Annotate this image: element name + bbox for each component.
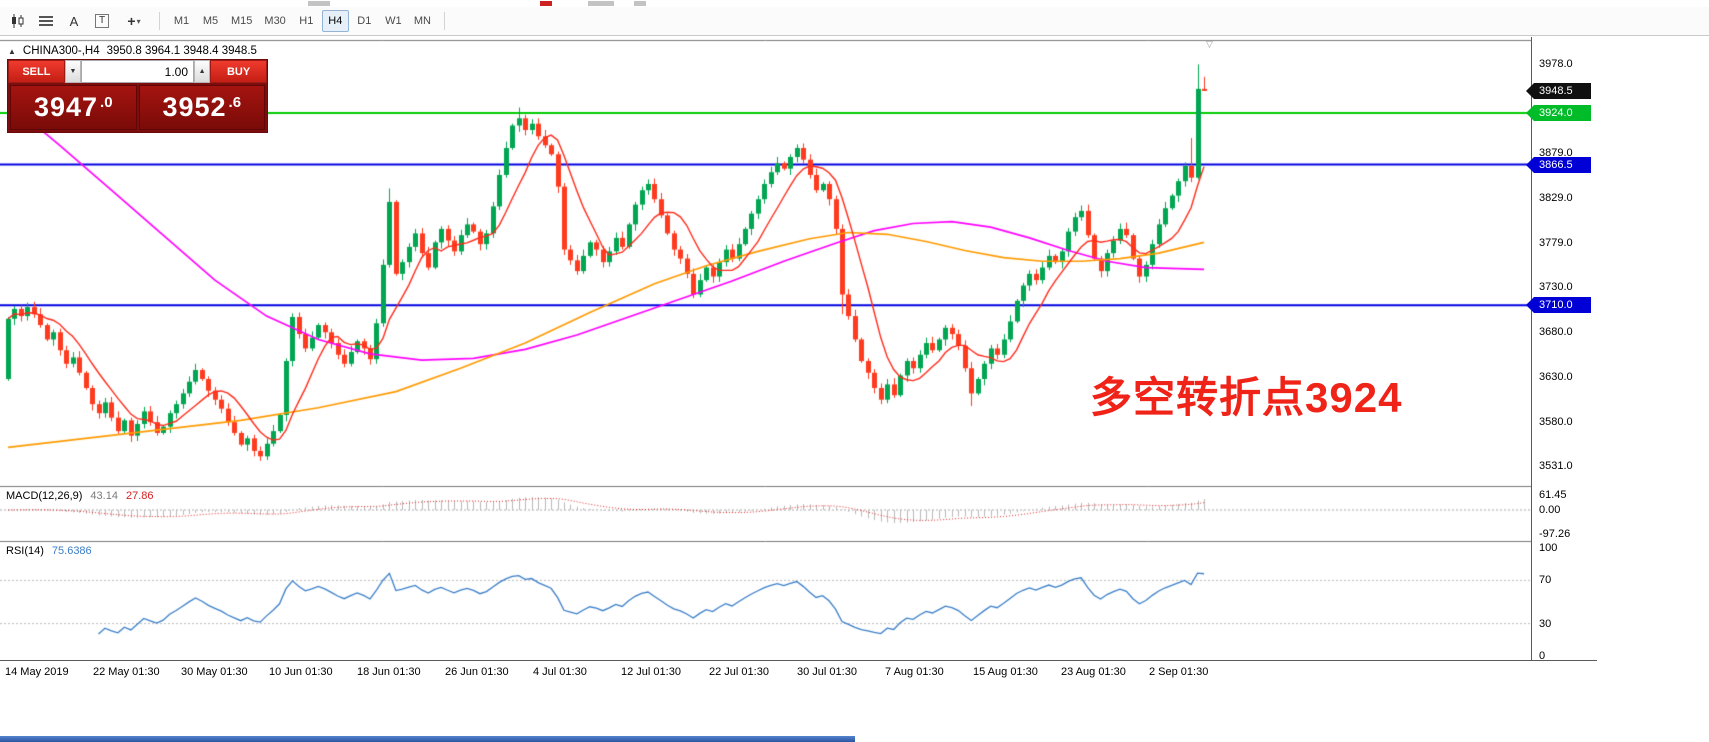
toolbar-artifact xyxy=(634,1,646,6)
price-axis[interactable]: 3978.0 3879.0 3829.0 3779.0 3730.0 3680.… xyxy=(1526,37,1598,662)
price-chart-canvas[interactable] xyxy=(0,37,1531,661)
annotation-text: 多空转折点3924 xyxy=(1090,374,1403,421)
buy-button[interactable]: BUY xyxy=(210,60,267,83)
sell-price-display[interactable]: 3947 .0 xyxy=(10,85,137,130)
time-label: 30 May 01:30 xyxy=(181,666,248,678)
time-label: 7 Aug 01:30 xyxy=(885,666,944,678)
price-tick: 3879.0 xyxy=(1539,147,1573,160)
time-label: 18 Jun 01:30 xyxy=(357,666,421,678)
sell-price-frac: .0 xyxy=(100,94,113,111)
price-tick: 3630.0 xyxy=(1539,371,1573,384)
timeframe-button-h1[interactable]: H1 xyxy=(293,10,320,32)
chart-collapse-icon[interactable]: ▲ xyxy=(8,47,16,56)
buy-price-frac: .6 xyxy=(228,94,242,111)
macd-axis-label: -97.26 xyxy=(1539,527,1571,540)
rsi-axis-label: 30 xyxy=(1539,617,1552,630)
sell-price-main: 3947 xyxy=(33,92,99,122)
candlestick-view-icon[interactable] xyxy=(4,9,32,33)
chart-toolbar: A T + ▾ M1 M5 M15 M30 H1 H4 D1 W1 MN xyxy=(0,7,1709,36)
crosshair-glyph: + xyxy=(127,13,136,29)
sell-button[interactable]: SELL xyxy=(8,60,65,83)
macd-main-value: 43.14 xyxy=(90,490,118,502)
chart-title: ▲ CHINA300-,H4 3950.8 3964.1 3948.4 3948… xyxy=(8,45,257,57)
rsi-value: 75.6386 xyxy=(51,545,92,557)
time-label: 4 Jul 01:30 xyxy=(533,666,587,678)
time-label: 23 Aug 01:30 xyxy=(1061,666,1126,678)
buy-price-display[interactable]: 3952 .6 xyxy=(138,85,265,130)
toolbar-separator xyxy=(159,12,160,30)
time-label: 22 May 01:30 xyxy=(93,666,160,678)
buy-price-main: 3952 xyxy=(162,92,227,122)
volume-input[interactable] xyxy=(81,60,194,83)
rsi-name: RSI(14) xyxy=(6,545,44,557)
time-label: 15 Aug 01:30 xyxy=(973,666,1038,678)
taskbar-edge xyxy=(0,736,855,742)
dropdown-caret-icon: ▾ xyxy=(136,16,141,26)
toolbar-artifact xyxy=(308,1,330,6)
chart-symbol-label: CHINA300-,H4 xyxy=(22,45,100,57)
time-label: 22 Jul 01:30 xyxy=(709,666,769,678)
time-label: 14 May 2019 xyxy=(5,666,69,678)
chart-ohlc-values: 3950.8 3964.1 3948.4 3948.5 xyxy=(106,45,257,57)
timeframe-button-m5[interactable]: M5 xyxy=(197,10,224,32)
indicator-list-icon[interactable] xyxy=(32,9,60,33)
hline-badge-blue-2: 3710.0 xyxy=(1526,297,1591,314)
macd-indicator-label: MACD(12,26,9) 43.14 27.86 xyxy=(6,490,153,502)
time-label: 2 Sep 01:30 xyxy=(1149,666,1209,678)
timeframe-button-h4[interactable]: H4 xyxy=(321,10,349,32)
chart-shift-marker[interactable]: ▽ xyxy=(1206,39,1213,49)
hline-badge-blue-1: 3866.5 xyxy=(1526,156,1591,173)
insert-text-icon[interactable]: A xyxy=(69,13,79,29)
time-label: 26 Jun 01:30 xyxy=(445,666,509,678)
rsi-axis-label: 100 xyxy=(1539,542,1558,554)
price-tick: 3730.0 xyxy=(1539,281,1573,294)
text-label-icon[interactable]: T xyxy=(88,9,116,33)
time-axis[interactable]: 14 May 2019 22 May 01:30 30 May 01:30 10… xyxy=(0,660,1597,687)
chart-window: ▲ CHINA300-,H4 3950.8 3964.1 3948.4 3948… xyxy=(0,37,1709,742)
price-tick: 3531.0 xyxy=(1539,460,1573,473)
price-tick: 3978.0 xyxy=(1539,58,1573,71)
price-tick: 3580.0 xyxy=(1539,416,1573,429)
timeframe-button-d1[interactable]: D1 xyxy=(351,10,378,32)
hline-badge-green: 3924.0 xyxy=(1526,104,1591,121)
text-label-glyph: T xyxy=(94,14,110,28)
macd-axis-label: 61.45 xyxy=(1539,489,1567,501)
rsi-axis-label: 0 xyxy=(1539,650,1546,662)
toolbar-artifact-red xyxy=(540,1,552,6)
rsi-axis-label: 70 xyxy=(1539,574,1552,587)
price-tick: 3829.0 xyxy=(1539,192,1573,205)
cutoff-toolbar-row xyxy=(0,0,1709,7)
current-price-badge: 3948.5 xyxy=(1526,82,1591,99)
price-tick: 3779.0 xyxy=(1539,237,1573,250)
timeframe-button-m1[interactable]: M1 xyxy=(168,10,195,32)
toolbar-artifact xyxy=(588,1,614,6)
volume-up-button[interactable]: ▲ xyxy=(194,60,211,83)
toolbar-separator xyxy=(443,12,445,30)
macd-axis-label: 0.00 xyxy=(1539,504,1561,516)
time-label: 30 Jul 01:30 xyxy=(797,666,857,678)
timeframe-button-w1[interactable]: W1 xyxy=(380,10,407,32)
macd-name: MACD(12,26,9) xyxy=(6,490,83,502)
crosshair-tool-icon[interactable]: + ▾ xyxy=(116,9,152,33)
price-tick: 3680.0 xyxy=(1539,326,1573,339)
time-label: 10 Jun 01:30 xyxy=(269,666,333,678)
macd-signal-value: 27.86 xyxy=(125,490,154,502)
timeframe-button-m15[interactable]: M15 xyxy=(226,10,257,32)
time-label: 12 Jul 01:30 xyxy=(621,666,681,678)
timeframe-button-m30[interactable]: M30 xyxy=(259,10,290,32)
one-click-trade-panel: SELL ▼ ▲ BUY 3947 .0 3952 .6 xyxy=(8,60,267,132)
volume-down-button[interactable]: ▼ xyxy=(64,60,81,83)
rsi-indicator-label: RSI(14) 75.6386 xyxy=(6,545,92,557)
timeframe-button-mn[interactable]: MN xyxy=(409,10,436,32)
